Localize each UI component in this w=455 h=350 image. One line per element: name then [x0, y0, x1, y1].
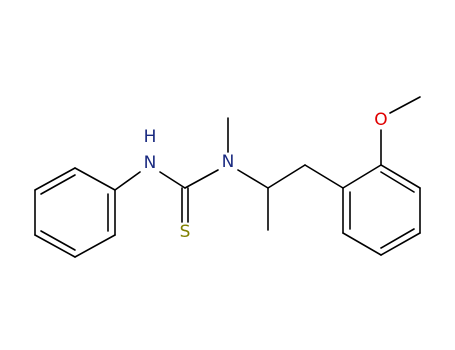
atom-label: O [374, 110, 387, 130]
atom-label: N [222, 152, 235, 172]
atom-label: N [144, 153, 157, 173]
atom-label: S [180, 222, 191, 242]
bonds [34, 96, 421, 258]
atom-label: H [144, 127, 157, 147]
